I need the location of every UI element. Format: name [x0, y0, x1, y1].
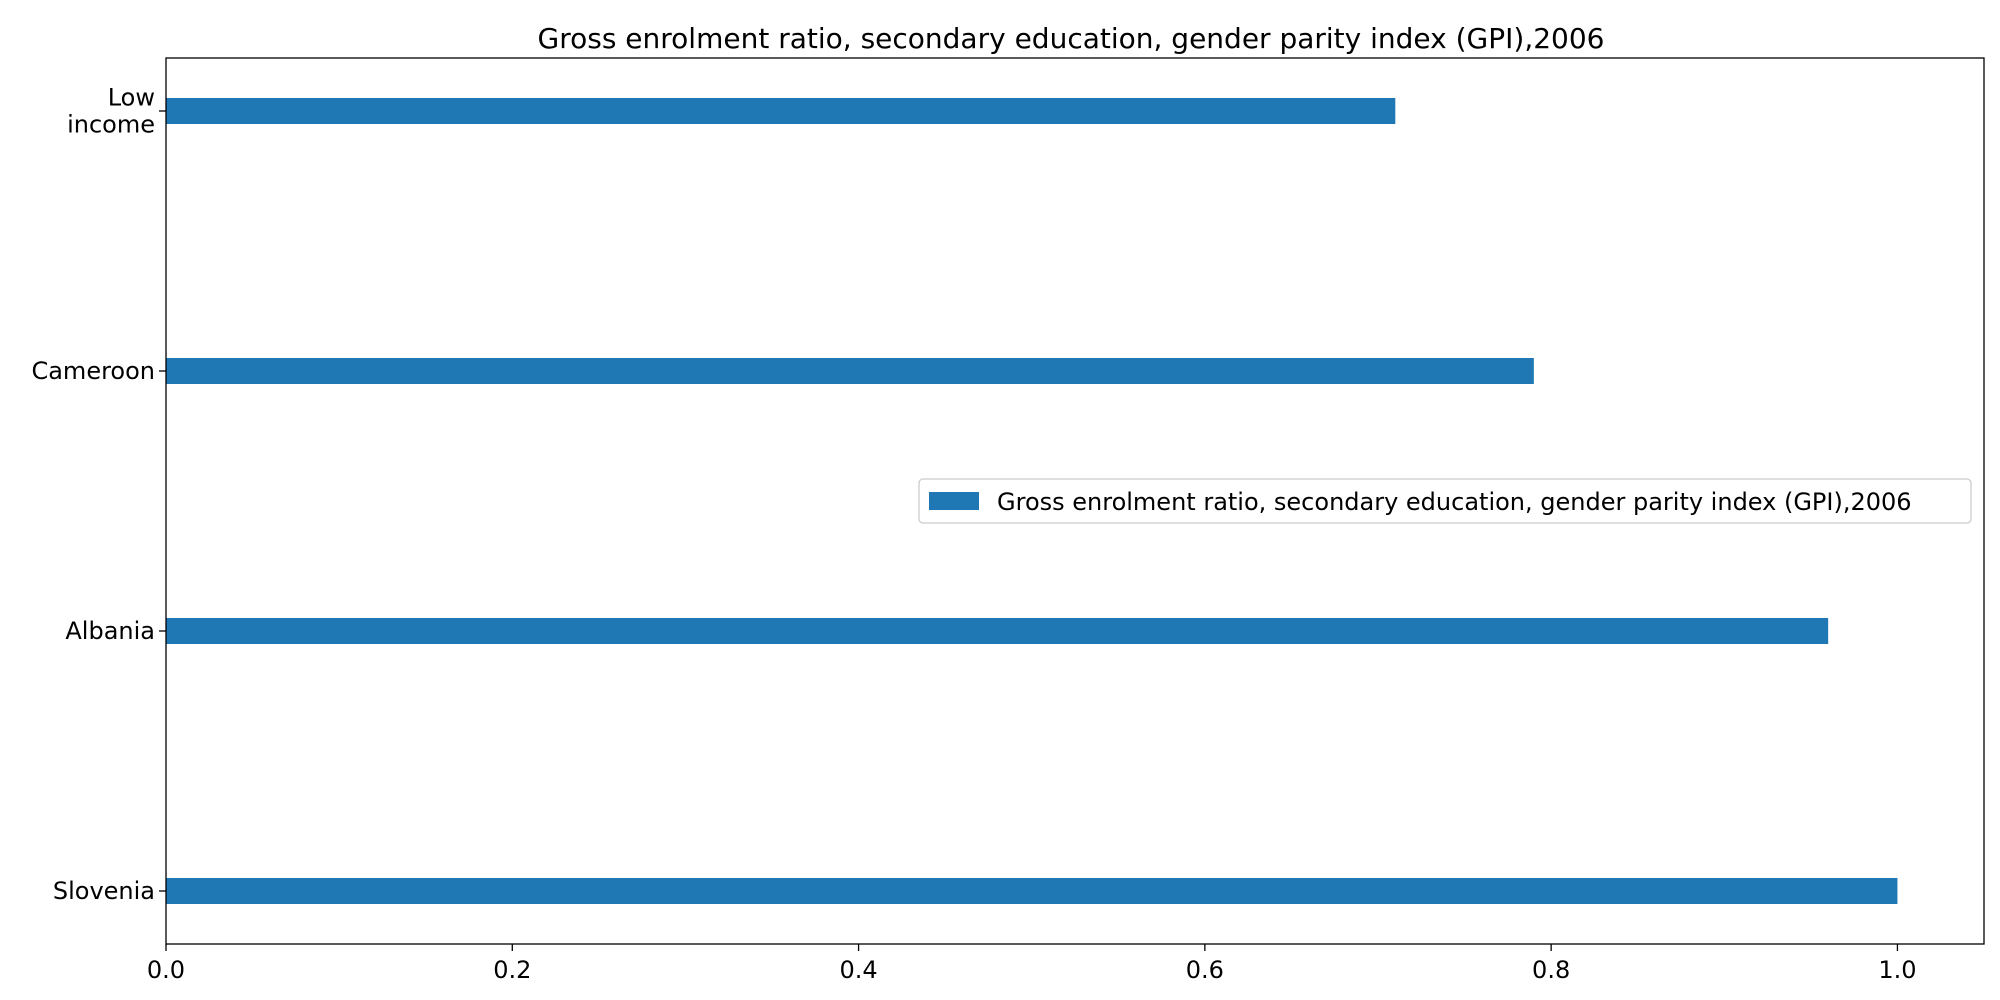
x-tick-label: 1.0 [1878, 956, 1916, 984]
bars-layer [166, 98, 1898, 904]
bar-low-income [166, 98, 1396, 124]
legend: Gross enrolment ratio, secondary educati… [918, 478, 1972, 524]
legend-box [918, 478, 1972, 524]
x-tick-label: 0.0 [147, 956, 185, 984]
x-axis: 0.0 0.2 0.4 0.6 0.8 1.0 [147, 944, 1917, 984]
legend-label: Gross enrolment ratio, secondary educati… [997, 488, 1912, 516]
y-tick-label: Albania [65, 617, 155, 645]
y-axis: Low income Cameroon Albania Slovenia [31, 84, 166, 905]
chart-title: Gross enrolment ratio, secondary educati… [538, 22, 1605, 55]
legend-swatch [929, 492, 979, 510]
bar-albania [166, 618, 1829, 644]
x-tick-label: 0.4 [839, 956, 877, 984]
y-tick-label: Cameroon [31, 357, 155, 385]
bar-cameroon [166, 358, 1534, 384]
bar-slovenia [166, 878, 1898, 904]
y-tick-label: Slovenia [53, 877, 155, 905]
y-tick-label: Low income [67, 84, 155, 139]
plot-frame [165, 57, 1985, 945]
x-tick-label: 0.8 [1532, 956, 1570, 984]
x-tick-label: 0.2 [493, 956, 531, 984]
x-tick-label: 0.6 [1186, 956, 1224, 984]
